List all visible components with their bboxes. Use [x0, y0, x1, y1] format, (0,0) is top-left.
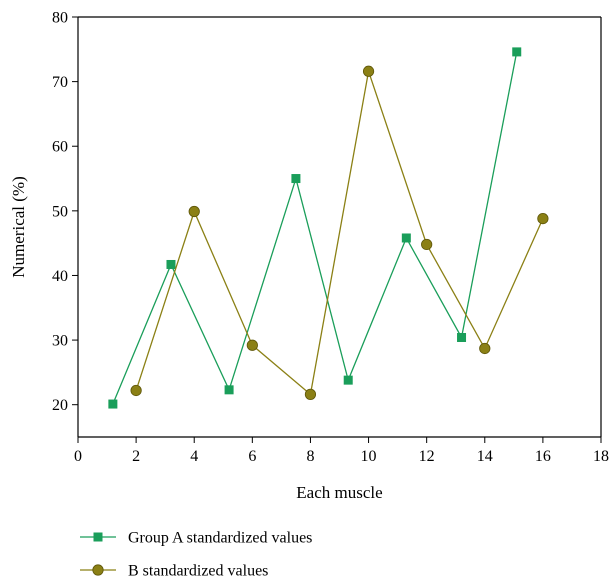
- legend-label: B standardized values: [128, 563, 268, 580]
- y-tick-label: 80: [52, 10, 68, 27]
- legend-item: Group A standardized values: [80, 530, 312, 547]
- legend: Group A standardized values B standardize…: [80, 530, 312, 580]
- x-tick-label: 6: [248, 448, 256, 465]
- y-tick-label: 60: [52, 139, 68, 156]
- data-point: [479, 342, 491, 355]
- legend-marker: [92, 564, 104, 576]
- y-tick-label: 20: [52, 397, 68, 414]
- x-tick-label: 4: [190, 448, 198, 465]
- y-tick-label: 40: [52, 268, 68, 285]
- data-point: [246, 339, 258, 351]
- data-point: [421, 238, 433, 251]
- data-point: [362, 65, 375, 77]
- series-2: [130, 65, 549, 400]
- data-point: [304, 388, 317, 400]
- data-point: [108, 399, 118, 409]
- data-point: [457, 332, 467, 342]
- data-point: [291, 174, 301, 184]
- data-point: [537, 213, 549, 225]
- x-tick-label: 18: [593, 448, 609, 465]
- data-point: [166, 259, 176, 269]
- y-tick-label: 50: [52, 203, 68, 220]
- x-tick-label: 8: [306, 448, 314, 465]
- data-point: [343, 375, 353, 385]
- ticks: 0 2 4 6 8 10 12 14 16 18 20 30 40 50 60 70 80: [52, 10, 609, 466]
- x-tick-label: 14: [477, 448, 493, 465]
- series-line: [112, 51, 518, 405]
- series-line: [135, 71, 544, 396]
- y-tick-label: 30: [52, 333, 68, 350]
- series-1: [108, 47, 522, 409]
- y-tick-label: 70: [52, 74, 68, 91]
- x-tick-label: 0: [74, 448, 82, 465]
- series-layer: [108, 47, 549, 409]
- x-tick-label: 12: [419, 448, 435, 465]
- x-tick-label: 10: [361, 448, 377, 465]
- data-point: [130, 384, 142, 397]
- y-axis-title: Numerical (%): [9, 176, 28, 277]
- data-point: [188, 205, 200, 218]
- legend-item: B standardized values: [80, 563, 268, 580]
- data-point: [401, 233, 411, 243]
- legend-label: Group A standardized values: [128, 530, 312, 547]
- x-tick-label: 16: [535, 448, 551, 465]
- axes: [77, 16, 602, 438]
- data-point: [224, 385, 234, 395]
- data-point: [512, 47, 522, 57]
- x-tick-label: 2: [132, 448, 140, 465]
- legend-marker: [93, 532, 103, 542]
- x-axis-title: Each muscle: [296, 483, 382, 502]
